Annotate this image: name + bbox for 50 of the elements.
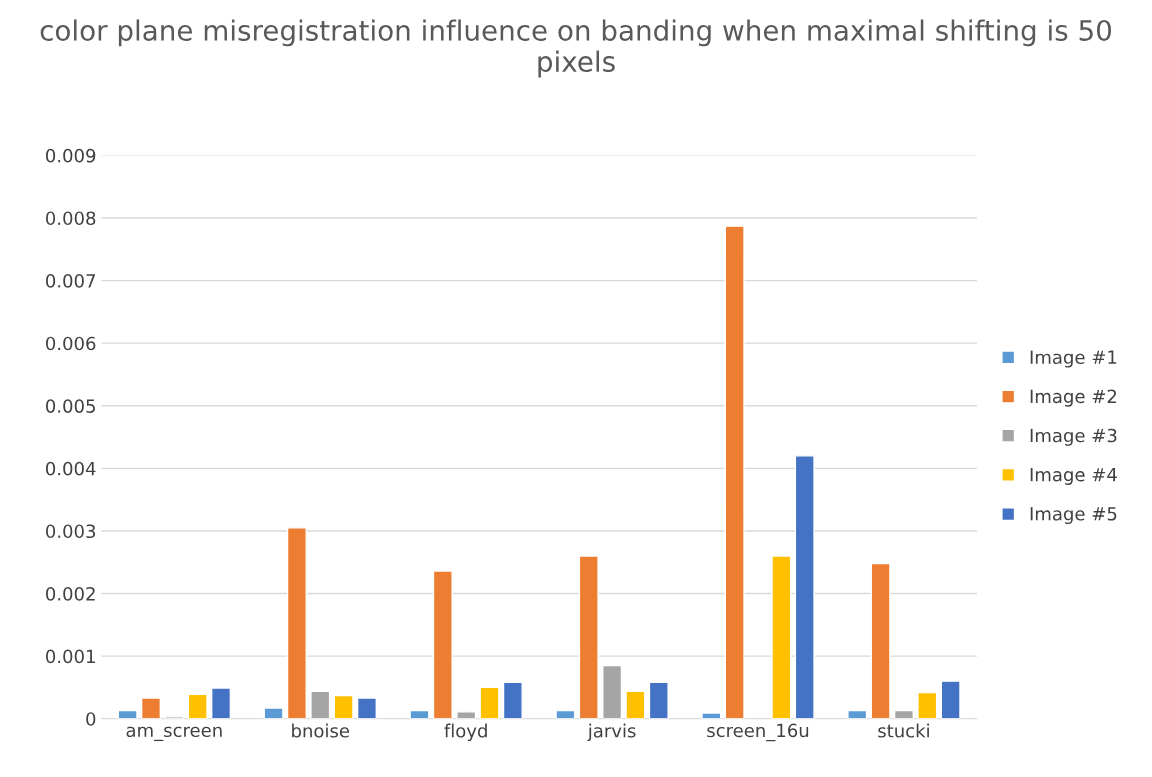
x-tick-label: screen_16u (707, 723, 809, 742)
y-tick-label: 0.002 (46, 587, 95, 601)
bar (625, 690, 646, 719)
chart-title: color plane misregistration influence on banding when maximal shifting is 50 pixels (40, 19, 1112, 78)
y-tick-label: 0.009 (46, 148, 96, 163)
bar (502, 681, 523, 719)
bar (187, 693, 208, 719)
y-tick-label: 0.007 (46, 274, 95, 288)
y-tick-label: 0.005 (46, 399, 95, 413)
bar (940, 680, 961, 719)
bar (648, 681, 669, 719)
bar (263, 707, 284, 719)
bar (286, 527, 307, 719)
bar (917, 691, 938, 719)
bar (893, 709, 914, 719)
bar (333, 694, 354, 719)
x-tick-label: am_screen (126, 726, 222, 742)
legend-label: Image #4 (1030, 468, 1117, 485)
y-tick-label: 0.001 (46, 649, 95, 664)
bar (479, 686, 500, 719)
x-tick-label: floyd (444, 723, 487, 742)
x-tick-label: bnoise (292, 723, 350, 738)
y-tick-label: 0.003 (46, 524, 96, 539)
bar (456, 711, 477, 719)
bar (701, 712, 722, 719)
y-tick-label: 0.004 (46, 461, 96, 476)
y-tick-label: 0 (86, 712, 96, 726)
bar (310, 690, 331, 719)
bar (409, 709, 430, 719)
bar (578, 555, 599, 719)
bar (210, 687, 232, 719)
bar (555, 709, 576, 719)
bar (870, 562, 891, 719)
bar (794, 455, 815, 719)
y-tick-label: 0.006 (46, 336, 96, 351)
bar (140, 697, 162, 719)
legend-label: Image #2 (1030, 389, 1117, 407)
x-tick-label: jarvis (587, 723, 636, 742)
bar (602, 664, 623, 719)
bar (356, 697, 377, 719)
legend-label: Image #3 (1030, 428, 1117, 446)
bar (847, 709, 868, 719)
bar (724, 225, 745, 719)
bar (432, 570, 453, 719)
bar (117, 709, 138, 719)
x-tick-label: stucki (878, 723, 929, 738)
legend-label: Image #1 (1030, 350, 1117, 368)
legend-label: Image #5 (1030, 507, 1117, 525)
y-tick-label: 0.008 (46, 211, 96, 226)
bar (771, 555, 792, 719)
